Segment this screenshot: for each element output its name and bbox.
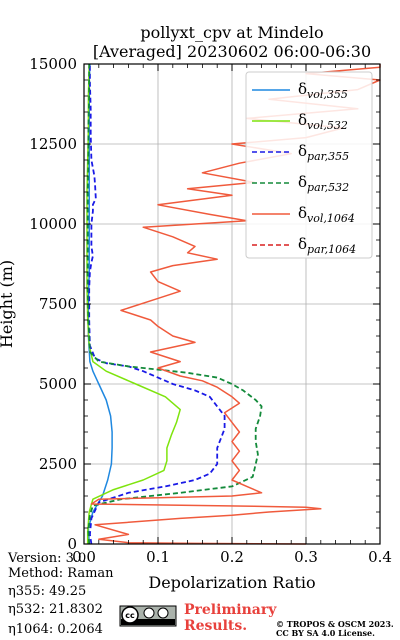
cc-icon <box>121 606 139 624</box>
series-line-0 <box>87 63 113 545</box>
axis-ticks: 0.0 0.1 0.2 0.3 0.4 0 2500 5000 7500 10000 12500 15… <box>29 55 392 566</box>
y-tick-label: 15000 <box>29 55 77 73</box>
copyright-line2: CC BY SA 4.0 License. <box>276 628 375 638</box>
series-line-1 <box>86 63 181 544</box>
y-tick-label: 0 <box>67 535 77 553</box>
plot-frame <box>83 63 381 545</box>
eta1064-text: η1064: 0.2064 <box>8 622 103 637</box>
copyright-line1: © TROPOS & OSCM 2023. <box>276 619 394 629</box>
method-text: Method: Raman <box>8 566 114 581</box>
legend-label-3: δpar,532 <box>298 173 349 194</box>
y-tick-label: 2500 <box>39 455 77 473</box>
x-tick-label: 0.4 <box>368 548 392 566</box>
x-tick-label: 0.1 <box>146 548 170 566</box>
preliminary-line2: Results. <box>184 618 247 634</box>
legend: δvol,355 δvol,532 δpar,355 δpar,532 δvol,106… <box>245 71 373 259</box>
svg-text:cc: cc <box>125 611 135 620</box>
x-tick-label: 0.3 <box>294 548 318 566</box>
x-axis-label: Depolarization Ratio <box>148 573 315 592</box>
eta532-text: η532: 21.8302 <box>8 602 103 617</box>
version-text: Version: 3.0 <box>7 551 86 566</box>
x-tick-label: 0.2 <box>220 548 244 566</box>
by-icon <box>143 607 155 619</box>
legend-label-2: δpar,355 <box>298 142 349 163</box>
chart-title: pollyxt_cpv at Mindelo <box>140 23 323 42</box>
chart-subtitle: [Averaged] 20230602 06:00-06:30 <box>93 42 371 61</box>
y-tick-label: 7500 <box>39 295 77 313</box>
legend-box <box>245 71 373 259</box>
y-tick-label: 5000 <box>39 375 77 393</box>
series-line-3 <box>86 64 263 545</box>
cc-license-badge: cc <box>119 605 177 627</box>
y-tick-label: 10000 <box>29 215 77 233</box>
metadata-block: Version: 3.0 Method: Raman η355: 49.25 η… <box>7 551 114 637</box>
eta355-text: η355: 49.25 <box>8 584 86 599</box>
legend-label-4: δvol,1064 <box>298 204 355 225</box>
series-line-2 <box>88 64 226 545</box>
legend-label-0: δvol,355 <box>298 80 348 101</box>
y-axis-label: Height (m) <box>0 260 16 348</box>
legend-label-5: δpar,1064 <box>298 235 356 256</box>
preliminary-line1: Preliminary <box>184 602 277 618</box>
sa-icon <box>157 607 169 619</box>
x-tick-label: 0.0 <box>72 548 96 566</box>
y-tick-label: 12500 <box>29 135 77 153</box>
legend-label-1: δvol,532 <box>298 111 348 132</box>
